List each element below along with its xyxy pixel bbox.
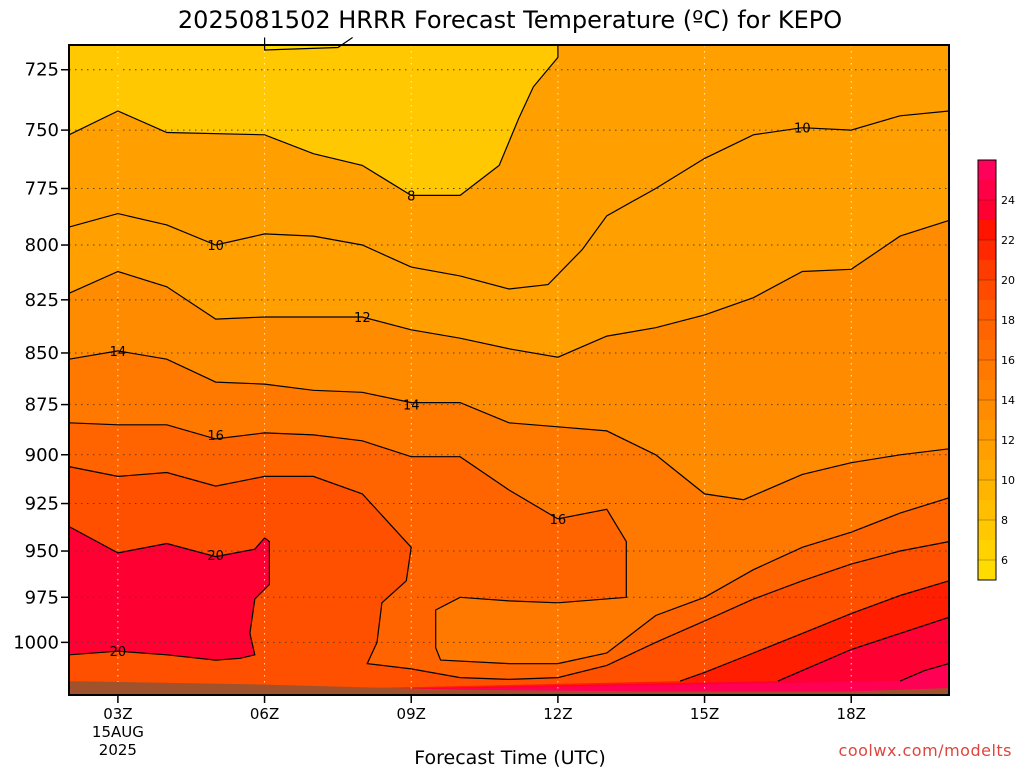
colorbar-band-11	[978, 340, 996, 360]
band-20-22-left	[69, 526, 270, 661]
colorbar-band-2	[978, 520, 996, 540]
isotherm-label-4: 14	[110, 345, 127, 360]
isotherm-18-6	[68, 466, 950, 681]
isotherm-labels: 8 10 10 12 14 14 16 16 20 20	[110, 122, 811, 661]
isotherm-20-8	[679, 580, 950, 682]
colorbar-band-9	[978, 380, 996, 400]
isotherm-24-10	[899, 663, 950, 682]
y-tick-label-775: 775	[25, 178, 59, 199]
colorbar-band-20	[978, 160, 996, 180]
y-tick-label-975: 975	[25, 587, 59, 608]
isotherm-20-7	[68, 525, 270, 661]
colorbar-band-16	[978, 240, 996, 260]
colorbar-band-14	[978, 280, 996, 300]
colorbar-frame	[977, 159, 997, 581]
isotherm-10-2	[68, 110, 950, 290]
colorbar-band-15	[978, 260, 996, 280]
isotherm-8-0	[264, 37, 353, 51]
colorbar-band-0	[978, 560, 996, 580]
y-tick-label-750: 750	[25, 120, 59, 141]
ground-fill	[69, 681, 949, 695]
colorbar-band-10	[978, 360, 996, 380]
y-tick-label-1000: 1000	[13, 632, 59, 653]
band-10-12-upper	[69, 45, 949, 289]
isotherm-16-5	[68, 422, 950, 665]
colorbar-band-12	[978, 320, 996, 340]
isotherm-14-4	[68, 350, 950, 501]
colorbar-band-18	[978, 200, 996, 220]
x-tick-label-18Z: 18Z	[837, 705, 866, 723]
plot-area	[69, 45, 949, 695]
isotherm-label-0: 8	[407, 189, 415, 204]
isotherm-label-5: 14	[403, 399, 420, 414]
x-tick-label-15Z: 15Z	[690, 705, 719, 723]
x-tick-label-09Z: 09Z	[397, 705, 426, 723]
colorbar-band-6	[978, 440, 996, 460]
ground-surface	[69, 681, 949, 695]
plot-frame	[68, 44, 950, 696]
chart-title: 2025081502 HRRR Forecast Temperature (ºC…	[178, 6, 842, 34]
y-tick-label-825: 825	[25, 290, 59, 311]
temperature-fill	[69, 45, 949, 695]
y-tick-label-850: 850	[25, 343, 59, 364]
y-tick-label-800: 800	[25, 235, 59, 256]
y-tick-label-900: 900	[25, 445, 59, 466]
band-below-8	[69, 45, 558, 196]
isotherm-8-1	[68, 45, 559, 196]
colorbar-band-1	[978, 540, 996, 560]
colorbar-label-8: 8	[1001, 514, 1008, 527]
y-tick-label-950: 950	[25, 541, 59, 562]
isotherm-22-9	[777, 616, 950, 682]
isotherm-label-1: 10	[207, 239, 224, 254]
pressure-axis: 725 750 775 800 825 850 875 900 925 950 975 1000	[13, 60, 69, 653]
colorbar-band-3	[978, 500, 996, 520]
grid-lines	[69, 45, 949, 695]
band-18-20	[69, 466, 949, 695]
colorbar-band-7	[978, 420, 996, 440]
x-tick-label-06Z: 06Z	[250, 705, 279, 723]
y-tick-label-875: 875	[25, 395, 59, 416]
colorbar-label-18: 18	[1001, 314, 1015, 327]
isotherm-label-6: 16	[207, 429, 224, 444]
x-date-label-0: 15AUG	[92, 723, 144, 741]
colorbar-band-4	[978, 480, 996, 500]
colorbar-band-19	[978, 180, 996, 200]
x-date-label-1: 2025	[99, 741, 137, 759]
colorbar-label-10: 10	[1001, 474, 1015, 487]
x-tick-label-12Z: 12Z	[543, 705, 572, 723]
isotherm-label-9: 20	[110, 645, 127, 660]
credit-text: coolwx.com/modelts	[839, 741, 1012, 760]
colorbar-label-12: 12	[1001, 434, 1015, 447]
y-tick-label-725: 725	[25, 60, 59, 81]
y-tick-label-925: 925	[25, 494, 59, 515]
colorbar-label-14: 14	[1001, 394, 1015, 407]
band-20-22-right	[69, 580, 949, 695]
band-24-plus	[69, 663, 949, 695]
isotherm-12-3	[68, 219, 950, 358]
colorbar-band-8	[978, 400, 996, 420]
colorbar-band-17	[978, 220, 996, 240]
colorbar-label-6: 6	[1001, 554, 1008, 567]
isotherm-label-8: 20	[207, 549, 224, 564]
colorbar-label-16: 16	[1001, 354, 1015, 367]
colorbar-label-20: 20	[1001, 274, 1015, 287]
colorbar: 6 8 10 12 14 16 18 20 22 24	[977, 159, 1015, 581]
isotherm-label-2: 10	[794, 122, 811, 137]
colorbar-label-22: 22	[1001, 234, 1015, 247]
colorbar-band-13	[978, 300, 996, 320]
isotherm-lines	[68, 37, 950, 682]
colorbar-label-24: 24	[1001, 194, 1015, 207]
isotherm-label-7: 16	[550, 513, 567, 528]
x-tick-label-03Z: 03Z	[103, 705, 132, 723]
x-axis-label: Forecast Time (UTC)	[414, 747, 605, 768]
isotherm-label-3: 12	[354, 311, 371, 326]
colorbar-band-5	[978, 460, 996, 480]
